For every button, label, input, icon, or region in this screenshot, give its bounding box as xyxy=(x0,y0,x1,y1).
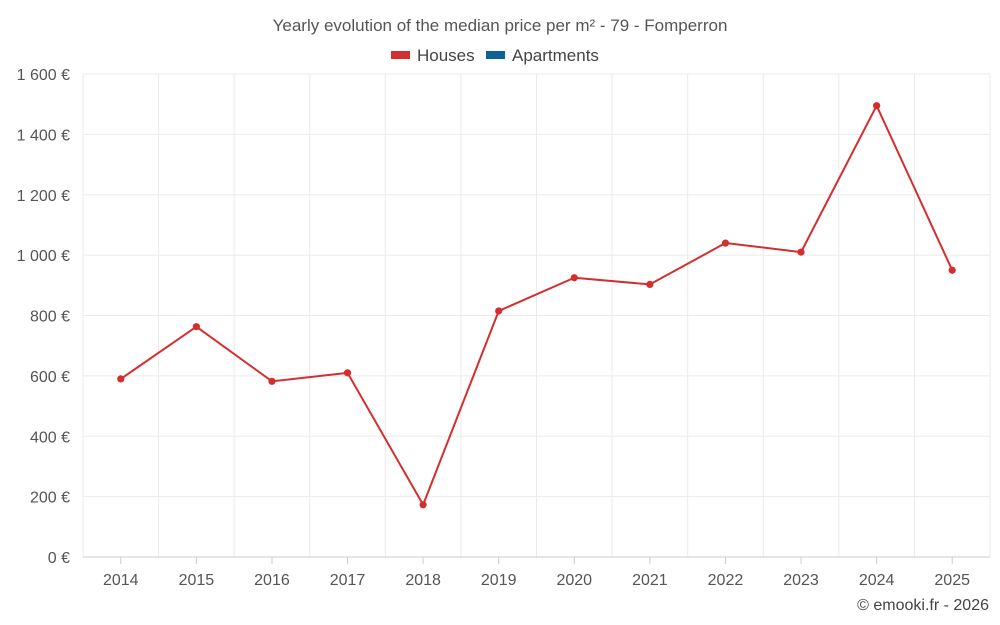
data-point[interactable] xyxy=(268,377,276,385)
y-tick-label: 200 € xyxy=(30,490,70,507)
x-tick-label: 2015 xyxy=(179,572,215,589)
legend-label-houses: Houses xyxy=(417,46,475,65)
y-tick-label: 1 600 € xyxy=(17,67,70,84)
data-point[interactable] xyxy=(646,280,654,289)
data-point[interactable] xyxy=(721,239,730,247)
x-tick-label: 2019 xyxy=(481,572,517,589)
data-point[interactable] xyxy=(117,375,125,383)
grid xyxy=(82,73,991,557)
x-tick-label: 2024 xyxy=(859,572,895,589)
legend[interactable]: Houses Apartments xyxy=(391,46,599,65)
y-tick-label: 1 000 € xyxy=(17,248,70,265)
x-tick-label: 2023 xyxy=(783,572,819,589)
x-tick-label: 2018 xyxy=(405,572,441,589)
y-tick-label: 1 200 € xyxy=(17,188,70,205)
series-houses xyxy=(117,102,956,509)
data-point[interactable] xyxy=(419,501,427,509)
data-point[interactable] xyxy=(570,274,578,282)
x-tick-label: 2016 xyxy=(254,572,290,589)
data-point[interactable] xyxy=(948,266,956,274)
legend-swatch-apartments xyxy=(486,51,505,59)
x-tick-label: 2025 xyxy=(934,572,970,589)
x-tick-label: 2014 xyxy=(103,572,139,589)
credit-text: © emooki.fr - 2026 xyxy=(857,597,989,614)
data-point[interactable] xyxy=(495,307,503,315)
data-point[interactable] xyxy=(797,248,805,256)
legend-item-houses[interactable]: Houses xyxy=(391,46,475,65)
y-tick-label: 0 € xyxy=(48,550,70,567)
y-tick-label: 600 € xyxy=(30,369,70,386)
data-point[interactable] xyxy=(873,102,881,110)
x-tick-label: 2020 xyxy=(556,572,592,589)
series-line-houses xyxy=(120,104,954,506)
x-tick-label: 2022 xyxy=(708,572,744,589)
data-point[interactable] xyxy=(343,369,352,377)
chart-title: Yearly evolution of the median price per… xyxy=(273,16,728,35)
x-tick-label: 2017 xyxy=(330,572,366,589)
legend-label-apartments: Apartments xyxy=(512,46,599,65)
x-axis-tick-labels: 2014 2015 2016 2017 2018 2019 2020 2021 2022 2023… xyxy=(103,572,970,589)
y-tick-label: 1 400 € xyxy=(17,127,70,144)
y-tick-label: 400 € xyxy=(30,429,70,446)
data-point[interactable] xyxy=(192,323,200,331)
x-tick-label: 2021 xyxy=(632,572,668,589)
axes xyxy=(83,556,990,564)
y-tick-label: 800 € xyxy=(30,309,70,326)
y-axis-tick-labels: 0 € 200 € 400 € 600 € 800 € 1 000 € 1 200 € 1 4… xyxy=(17,67,70,567)
legend-item-apartments[interactable]: Apartments xyxy=(486,46,599,65)
legend-swatch-houses xyxy=(391,51,410,59)
